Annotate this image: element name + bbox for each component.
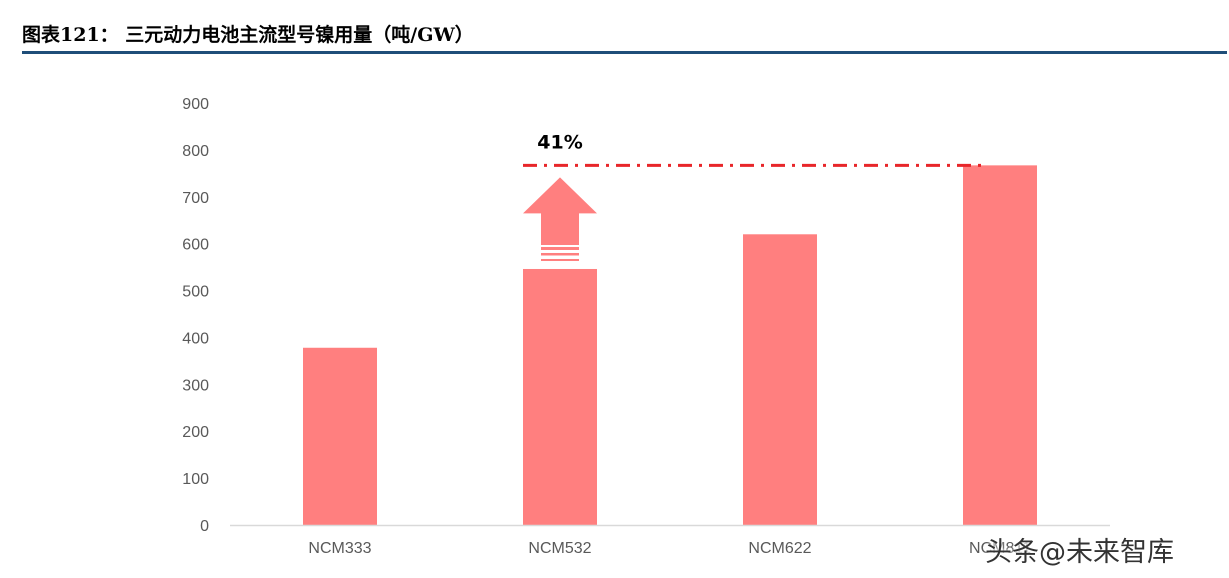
y-tick-label: 700: [182, 190, 209, 207]
y-tick-label: 900: [182, 96, 209, 113]
y-tick-label: 600: [182, 237, 209, 254]
bars: [303, 165, 1037, 526]
bar-ncm532: [523, 268, 597, 525]
arrow-stripe: [541, 252, 579, 256]
figure-title: 图表121： 三元动力电池主流型号镍用量（吨/GW）: [22, 24, 474, 46]
y-tick-label: 0: [200, 518, 209, 535]
y-tick-label: 100: [182, 471, 209, 488]
arrow-stripe: [541, 246, 579, 250]
up-arrow-icon: [523, 177, 597, 245]
bar-ncm333: [303, 347, 377, 525]
bar-ncm811: [963, 165, 1037, 525]
growth-annotation: 41%: [523, 131, 983, 261]
y-tick-label: 400: [182, 330, 209, 347]
y-tick-label: 800: [182, 143, 209, 160]
x-tick-label: NCM532: [528, 540, 591, 557]
x-tick-label: NCM333: [308, 540, 371, 557]
x-tick-label: NCM811: [969, 540, 1031, 557]
y-tick-label: 300: [182, 377, 209, 394]
figure-header: 图表121： 三元动力电池主流型号镍用量（吨/GW）: [22, 18, 1227, 54]
growth-label: 41%: [537, 131, 582, 153]
y-tick-label: 200: [182, 424, 209, 441]
y-tick-label: 500: [182, 284, 209, 301]
arrow-stripe: [541, 258, 579, 261]
y-axis-ticks: 0 100 200 300 400 500 600 700 800 900: [182, 96, 209, 535]
bar-ncm622: [743, 234, 817, 526]
x-tick-label: NCM622: [748, 540, 811, 557]
watermark: 头条@未来智库: [985, 537, 1174, 568]
x-axis-ticks: NCM333 NCM532 NCM622 NCM811: [308, 540, 1031, 557]
title-rule: [22, 51, 1227, 54]
